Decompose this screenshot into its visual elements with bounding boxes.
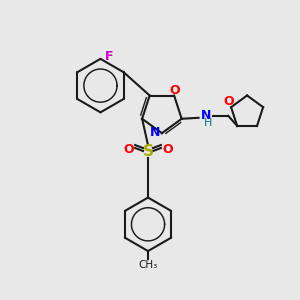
Text: N: N — [150, 126, 160, 139]
Text: F: F — [104, 50, 113, 63]
Text: O: O — [170, 84, 180, 97]
Text: O: O — [224, 95, 234, 108]
Text: O: O — [123, 142, 134, 155]
Text: S: S — [142, 145, 154, 160]
Text: O: O — [163, 142, 173, 155]
Text: CH₃: CH₃ — [138, 260, 158, 270]
Text: N: N — [201, 109, 212, 122]
Text: H: H — [204, 118, 213, 128]
